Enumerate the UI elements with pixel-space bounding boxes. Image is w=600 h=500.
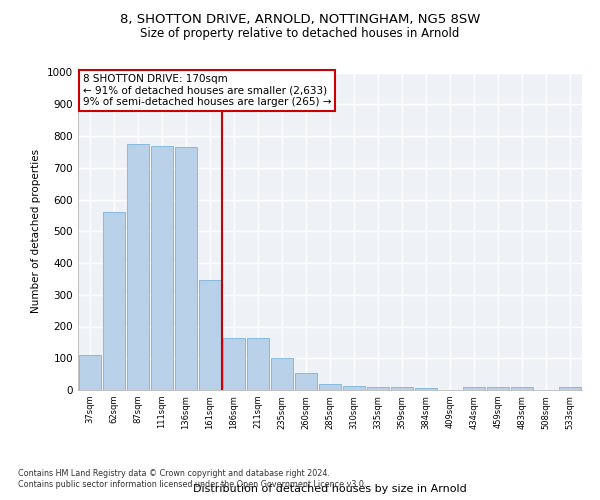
Bar	[247, 338, 269, 390]
Bar	[295, 372, 317, 390]
Bar	[223, 338, 245, 390]
Bar	[559, 388, 581, 390]
Text: Contains public sector information licensed under the Open Government Licence v3: Contains public sector information licen…	[18, 480, 367, 489]
Bar	[271, 358, 293, 390]
Bar	[79, 355, 101, 390]
Text: 8 SHOTTON DRIVE: 170sqm
← 91% of detached houses are smaller (2,633)
9% of semi-: 8 SHOTTON DRIVE: 170sqm ← 91% of detache…	[83, 74, 332, 108]
Bar	[463, 387, 485, 390]
Y-axis label: Number of detached properties: Number of detached properties	[31, 149, 41, 314]
X-axis label: Distribution of detached houses by size in Arnold: Distribution of detached houses by size …	[193, 484, 467, 494]
Bar	[199, 280, 221, 390]
Bar	[415, 388, 437, 390]
Text: Size of property relative to detached houses in Arnold: Size of property relative to detached ho…	[140, 28, 460, 40]
Bar	[127, 144, 149, 390]
Bar	[151, 146, 173, 390]
Bar	[175, 147, 197, 390]
Bar	[391, 388, 413, 390]
Bar	[343, 386, 365, 390]
Text: Contains HM Land Registry data © Crown copyright and database right 2024.: Contains HM Land Registry data © Crown c…	[18, 468, 330, 477]
Text: 8, SHOTTON DRIVE, ARNOLD, NOTTINGHAM, NG5 8SW: 8, SHOTTON DRIVE, ARNOLD, NOTTINGHAM, NG…	[120, 12, 480, 26]
Bar	[367, 387, 389, 390]
Bar	[103, 212, 125, 390]
Bar	[511, 388, 533, 390]
Bar	[487, 388, 509, 390]
Bar	[319, 384, 341, 390]
